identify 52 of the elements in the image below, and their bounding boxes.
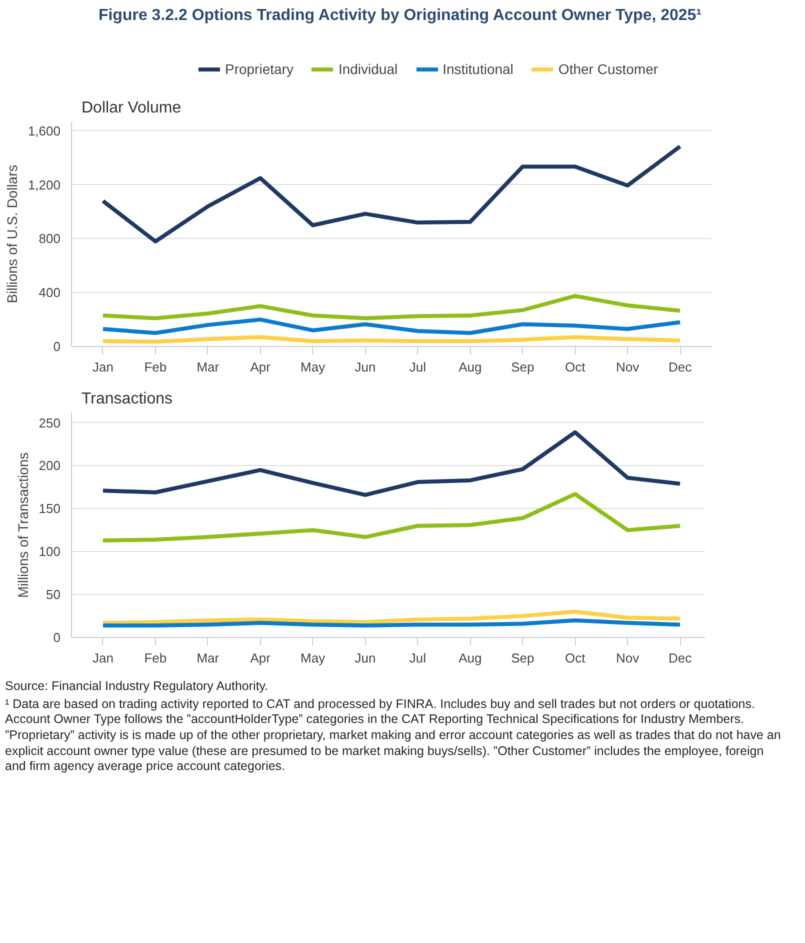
y-tick-label: 0 <box>53 630 61 645</box>
x-tick-label: Feb <box>144 360 167 374</box>
legend-label: Individual <box>338 61 398 77</box>
legend-label: Institutional <box>442 61 514 77</box>
x-tick-label: Mar <box>196 650 220 666</box>
legend-label: Proprietary <box>224 61 294 77</box>
y-tick-label: 50 <box>46 587 61 602</box>
line-series <box>100 610 682 625</box>
x-tick-label: Dec <box>668 360 692 374</box>
x-tick-label: Oct <box>564 650 586 666</box>
line-series <box>100 318 682 336</box>
x-tick-label: Jul <box>409 650 426 666</box>
x-tick-label: Nov <box>616 650 640 666</box>
y-axis-title: Billions of U.S. Dollars <box>4 164 20 304</box>
x-tick-label: Nov <box>616 360 640 374</box>
x-tick-label: Dec <box>668 650 692 666</box>
x-tick-label: Jun <box>354 650 376 666</box>
line-series <box>100 144 682 244</box>
x-tick-label: Apr <box>250 650 272 666</box>
source-note: Source: Financial Industry Regulatory Authority. <box>5 679 270 695</box>
y-axis-title: Millions of Transactions <box>14 452 31 598</box>
legend-label: Other Customer <box>558 61 658 77</box>
x-tick-label: Aug <box>458 650 482 666</box>
line-series <box>100 430 682 497</box>
x-tick-label: Sep <box>511 360 534 374</box>
x-tick-label: May <box>300 360 326 374</box>
x-tick-label: Aug <box>458 360 482 374</box>
chart-subtitle: Dollar Volume <box>82 100 182 116</box>
x-tick-label: Jun <box>354 360 376 374</box>
y-tick-label: 250 <box>38 415 61 430</box>
x-tick-label: Feb <box>144 650 167 666</box>
y-tick-label: 800 <box>38 231 61 246</box>
y-tick-label: 200 <box>38 458 61 474</box>
x-tick-label: Apr <box>250 360 272 374</box>
x-tick-label: Mar <box>196 360 220 374</box>
line-series <box>100 492 682 542</box>
text: ¹ Data are based on trading activity reported to CAT and processed by FINRA. Includes buy and sell trades but not orders or quotations. Account Owner Type follows the ”accountHolderType” categories in the CAT Reporting Technical Specifications for Industry Members. ”Proprietary” activity is is made up of the other proprietary, market making and error account categories as well as trades that do not have an explicit account owner type value (these are presumed to be market making buys/sells). ”Other Customer” includes the employee, foreign and firm agency average price account categories. <box>5 696 782 775</box>
y-tick-label: 100 <box>38 544 61 560</box>
x-tick-label: Jan <box>92 360 114 374</box>
y-tick-label: 150 <box>38 501 61 516</box>
x-tick-label: May <box>300 650 326 666</box>
x-tick-label: Sep <box>511 650 534 666</box>
chart-subtitle: Transactions <box>82 390 172 408</box>
x-tick-label: Jul <box>409 360 426 374</box>
x-tick-label: Oct <box>564 360 586 374</box>
y-tick-label: 0 <box>53 339 61 354</box>
y-tick-label: 1,600 <box>28 123 61 138</box>
y-tick-label: 400 <box>38 285 61 300</box>
x-tick-label: Jan <box>92 650 114 666</box>
y-tick-label: 1,200 <box>28 177 61 192</box>
chart-title: Figure 3.2.2 Options Trading Activity by Originating Account Owner Type, 2025¹ <box>97 6 703 26</box>
line-series <box>100 294 682 320</box>
